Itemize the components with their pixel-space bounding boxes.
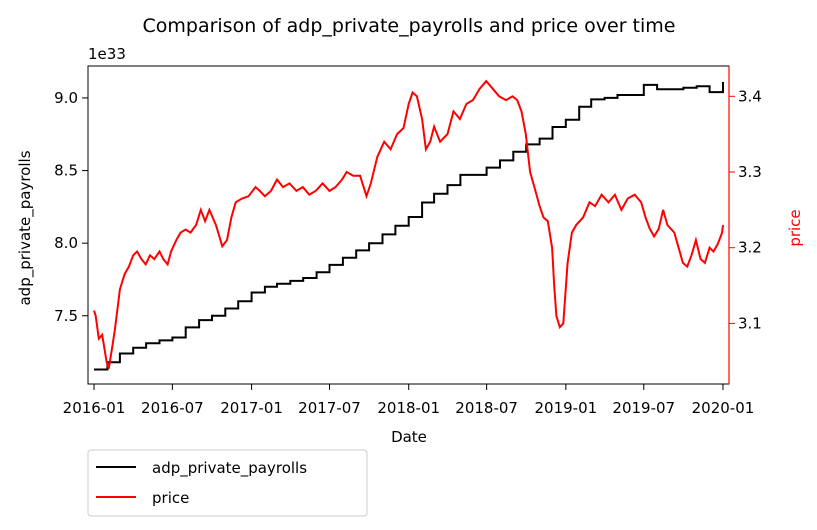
x-tick-label: 2017-01 <box>220 399 283 417</box>
right-tick-label: 3.4 <box>738 87 762 105</box>
right-axis-label: price <box>786 209 804 246</box>
x-tick-label: 2019-01 <box>535 399 598 417</box>
series-line-adp-private-payrolls <box>94 82 724 371</box>
series-line-price <box>93 79 724 370</box>
x-tick-label: 2016-01 <box>63 399 126 417</box>
x-tick-label: 2016-07 <box>141 399 204 417</box>
right-tick-label: 3.2 <box>738 239 762 257</box>
x-tick-label: 2018-07 <box>455 399 518 417</box>
left-tick-label: 8.5 <box>54 162 78 180</box>
left-axis: 7.5 8.0 8.5 9.0 <box>54 89 88 325</box>
left-tick-label: 9.0 <box>54 89 78 107</box>
legend-label-adp-private-payrolls: adp_private_payrolls <box>152 459 307 478</box>
left-axis-multiplier: 1e33 <box>88 45 126 63</box>
left-tick-label: 7.5 <box>54 307 78 325</box>
x-tick-label: 2020-01 <box>692 399 755 417</box>
x-tick-label: 2018-01 <box>377 399 440 417</box>
x-axis: 2016-01 2016-07 2017-01 2017-07 2018-01 2018-… <box>63 384 755 417</box>
left-tick-label: 8.0 <box>54 234 78 252</box>
series-layer <box>93 79 724 371</box>
x-axis-label: Date <box>391 428 427 446</box>
legend-box <box>87 449 368 517</box>
left-axis-label: adp_private_payrolls <box>16 150 35 305</box>
x-tick-label: 2017-07 <box>298 399 361 417</box>
right-tick-label: 3.1 <box>738 314 762 332</box>
legend: adp_private_payrolls price <box>87 449 368 517</box>
x-tick-label: 2019-07 <box>612 399 675 417</box>
legend-label-price: price <box>152 489 189 507</box>
plot-area <box>87 65 730 385</box>
right-axis: 3.1 3.2 3.3 3.4 <box>728 66 762 384</box>
right-tick-label: 3.3 <box>738 163 762 181</box>
chart-title: Comparison of adp_private_payrolls and p… <box>142 15 675 37</box>
